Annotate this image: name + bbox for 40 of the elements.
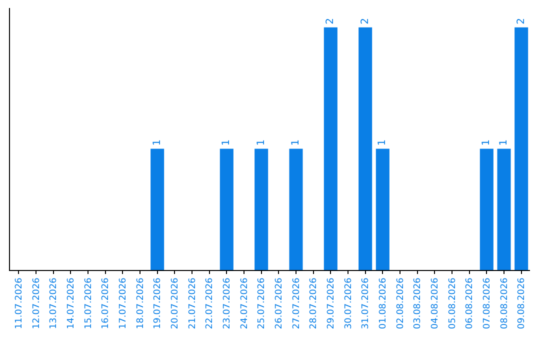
data-label: 1 [498, 139, 510, 146]
x-tick-label: 30.07.2026 [344, 277, 354, 330]
x-tick-label: 11.07.2026 [14, 277, 25, 330]
x-tick-label: 01.08.2026 [378, 277, 389, 330]
x-tick-label: 25.07.2026 [257, 277, 268, 330]
data-label: 1 [256, 139, 267, 146]
x-tick-label: 26.07.2026 [274, 277, 285, 330]
data-label: 1 [377, 139, 388, 146]
data-label: 2 [325, 18, 336, 24]
x-tick-label: 08.08.2026 [500, 277, 510, 330]
x-tick-label: 22.07.2026 [205, 277, 216, 330]
x-tick-label: 04.08.2026 [430, 277, 441, 330]
x-tick-label: 02.08.2026 [396, 277, 406, 330]
x-tick-label: 03.08.2026 [413, 277, 424, 330]
x-tick-label: 18.07.2026 [136, 277, 146, 330]
x-tick-label: 17.07.2026 [118, 277, 129, 330]
x-tick-label: 28.07.2026 [309, 277, 320, 330]
x-tick-label: 20.07.2026 [170, 277, 181, 330]
data-label: 2 [360, 18, 371, 24]
x-tick-label: 31.07.2026 [361, 277, 372, 330]
x-tick-label: 09.08.2026 [517, 277, 528, 330]
x-tick-label: 07.08.2026 [482, 277, 493, 330]
x-tick-label: 24.07.2026 [240, 277, 250, 330]
data-label: 1 [221, 139, 232, 146]
data-label: 1 [290, 139, 302, 146]
data-label: 1 [481, 139, 492, 146]
data-label: 2 [516, 18, 527, 24]
x-tick-label: 21.07.2026 [188, 277, 198, 330]
x-tick-label: 15.07.2026 [84, 277, 94, 330]
x-tick-label: 16.07.2026 [101, 277, 112, 330]
x-tick-label: 27.07.2026 [292, 277, 302, 330]
x-tick-label: 29.07.2026 [326, 277, 337, 330]
x-tick-label: 13.07.2026 [49, 277, 60, 330]
x-tick-label: 06.08.2026 [465, 277, 476, 330]
x-tick-label: 19.07.2026 [153, 277, 164, 330]
x-tick-label: 05.08.2026 [448, 277, 458, 330]
x-tick-label: 23.07.2026 [222, 277, 233, 330]
x-tick-label: 12.07.2026 [32, 277, 42, 330]
x-tick-label: 14.07.2026 [66, 277, 77, 330]
data-label: 1 [152, 139, 163, 146]
